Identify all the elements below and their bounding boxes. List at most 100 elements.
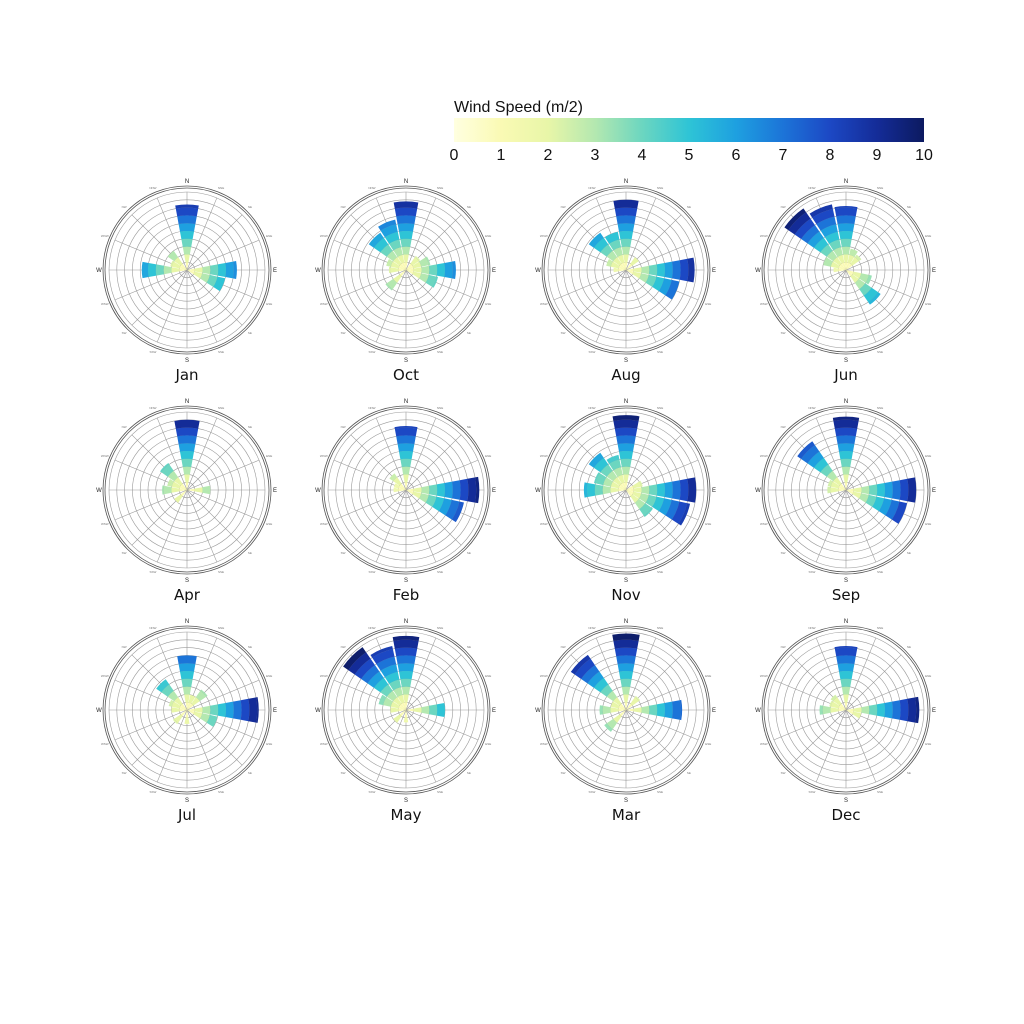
direction-label-minor: ESE: [705, 522, 711, 526]
sector-w: [388, 266, 406, 274]
sector-band: [172, 718, 179, 725]
sector-band: [837, 663, 855, 672]
direction-label-minor: ENE: [925, 234, 931, 238]
sector-band: [613, 419, 639, 429]
sector-band: [155, 264, 164, 276]
sector-band: [801, 225, 820, 244]
sector-band: [834, 207, 858, 217]
sector-band: [397, 254, 405, 264]
outer-ring: [543, 627, 709, 793]
sector-band: [398, 230, 414, 240]
sector-band: [619, 483, 626, 490]
sector-band: [383, 697, 393, 707]
grid-spoke: [333, 709, 407, 741]
sector-band: [163, 485, 172, 495]
sector-band: [163, 265, 172, 275]
grid-spoke: [625, 679, 699, 711]
sector-band: [167, 690, 179, 702]
sector-band: [619, 710, 626, 717]
sector-band: [187, 270, 195, 275]
sector-band: [185, 710, 189, 718]
sector-band: [178, 443, 196, 452]
sector-wnw: [829, 700, 846, 710]
sector-band: [394, 427, 418, 437]
grid-spoke: [773, 489, 847, 521]
direction-label-s: S: [844, 578, 848, 584]
sector-band: [830, 481, 840, 489]
direction-label-minor: NNW: [588, 186, 595, 190]
sector-band: [616, 655, 636, 664]
sector-band: [210, 704, 219, 716]
grid-spoke: [156, 709, 188, 783]
sector-nw: [156, 679, 187, 710]
direction-label-minor: NE: [907, 645, 911, 649]
direction-label-minor: WNW: [101, 454, 109, 458]
sector-band: [616, 435, 636, 444]
sector-nw: [160, 463, 187, 490]
sector-band: [833, 267, 839, 273]
sector-band: [833, 419, 859, 429]
sector-nnw: [604, 231, 626, 270]
sector-band: [679, 699, 683, 721]
sector-e: [187, 261, 237, 279]
sector-ne: [846, 254, 862, 270]
sector-band: [641, 485, 650, 495]
direction-label-minor: SE: [687, 331, 691, 335]
direction-label-n: N: [185, 179, 189, 185]
direction-label-minor: NW: [341, 425, 346, 429]
direction-label-e: E: [492, 708, 496, 714]
sector-band: [613, 714, 622, 723]
colorbar-tick-label: 3: [591, 147, 600, 164]
sector-band: [616, 215, 636, 224]
month-label: Dec: [831, 806, 860, 824]
grid-spoke: [553, 489, 627, 521]
outer-ring: [321, 405, 491, 575]
grid-spoke: [114, 709, 188, 741]
colorbar-tick-label: 1: [497, 147, 506, 164]
sector-band: [171, 267, 180, 273]
grid-spoke: [625, 197, 657, 271]
sector-band: [404, 710, 408, 718]
direction-label-minor: NNE: [437, 406, 443, 410]
grid-spoke: [186, 239, 260, 271]
grid-spoke: [625, 709, 682, 766]
sector-nw: [588, 232, 626, 270]
sector-band: [354, 658, 375, 679]
sector-band: [187, 702, 192, 710]
direction-label-minor: SSE: [877, 570, 883, 574]
sector-band: [623, 694, 629, 703]
sector-band: [819, 705, 823, 715]
sector-band: [832, 416, 860, 421]
sector-band: [210, 264, 219, 276]
direction-label-s: S: [404, 798, 408, 804]
sector-band: [233, 261, 237, 279]
grid-spoke: [553, 709, 627, 741]
direction-label-minor: WNW: [760, 674, 768, 678]
sector-band: [621, 262, 626, 270]
grid-spoke: [405, 654, 462, 711]
outer-ring: [323, 407, 489, 573]
sector-band: [837, 443, 855, 452]
sector-band: [452, 480, 461, 500]
direction-label-minor: WSW: [540, 742, 548, 746]
direction-label-minor: SE: [467, 331, 471, 335]
sector-band: [846, 490, 854, 495]
sector-band: [378, 219, 397, 231]
sector-band: [397, 223, 415, 232]
direction-label-w: W: [315, 268, 321, 274]
sector-band: [606, 718, 618, 730]
sector-band: [618, 708, 626, 712]
direction-label-minor: NE: [248, 425, 252, 429]
sector-band: [664, 261, 673, 279]
direction-label-n: N: [624, 399, 628, 405]
sector-band: [850, 257, 859, 266]
direction-label-minor: SSW: [809, 790, 816, 794]
direction-label-minor: SSE: [657, 570, 663, 574]
sector-band: [179, 708, 187, 712]
sector-band: [194, 487, 203, 493]
sector-band: [392, 635, 420, 641]
grid-spoke: [773, 269, 847, 301]
grid-spoke: [625, 269, 682, 326]
sector-band: [834, 647, 858, 657]
sector-band: [915, 696, 920, 724]
